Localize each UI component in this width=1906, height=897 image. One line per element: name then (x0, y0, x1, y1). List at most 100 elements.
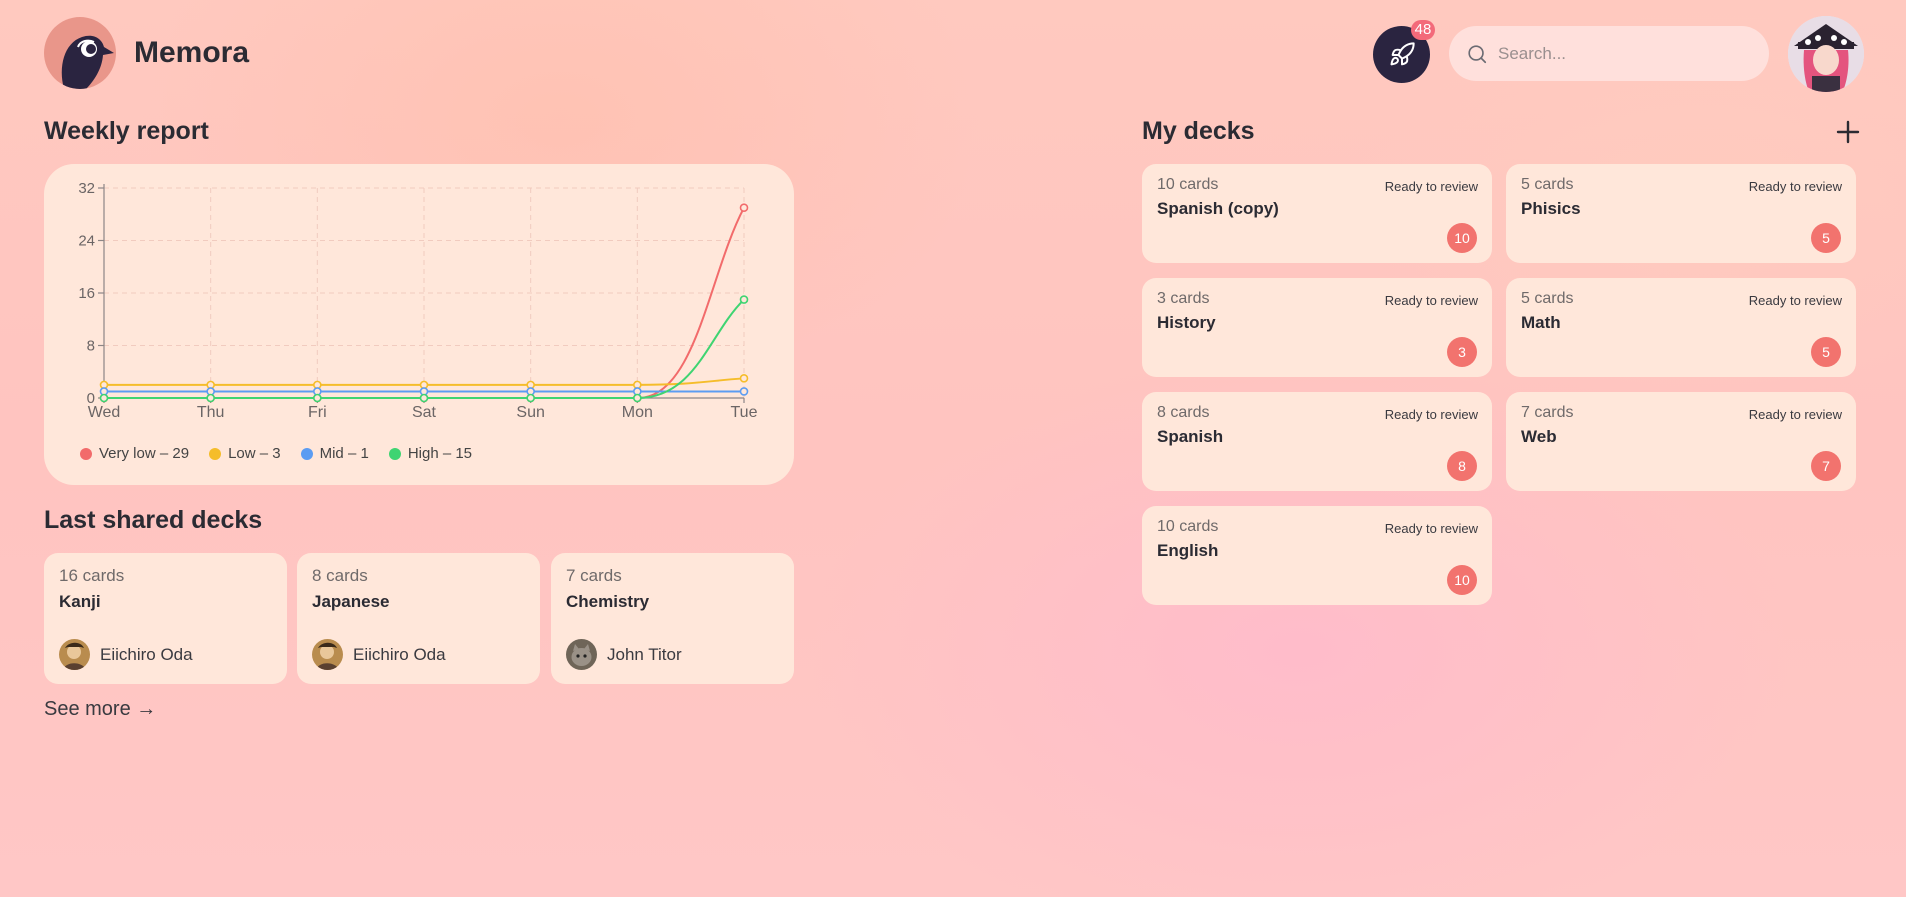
weekly-report-title: Weekly report (44, 117, 209, 145)
due-count-badge: 10 (1447, 223, 1477, 253)
deck-card[interactable]: 8 cards Ready to review Spanish 8 (1142, 392, 1492, 491)
shared-deck-card[interactable]: 8 cards Japanese Eiichiro Oda (297, 553, 540, 684)
review-status: Ready to review (1748, 179, 1842, 194)
deck-owner: John Titor (566, 639, 682, 670)
data-point (419, 393, 429, 403)
data-point (526, 393, 535, 403)
deck-name: English (1157, 541, 1219, 560)
rocket-icon (1390, 41, 1415, 65)
weekly-report-chart: 0 8 16 24 32 Wed Thu Fri Sat Sun Mon Tue Very low –… (44, 164, 794, 485)
bird-logo-icon (61, 35, 114, 89)
deck-owner: Eiichiro Oda (59, 639, 193, 670)
legend-dot (300, 447, 313, 460)
card-count: 10 cards (1157, 518, 1219, 535)
x-tick-label: Sun (516, 404, 544, 421)
review-status: Ready to review (1748, 407, 1842, 422)
owner-name: Eiichiro Oda (353, 644, 446, 664)
y-tick-label: 24 (78, 233, 95, 250)
deck-card[interactable]: 3 cards Ready to review History 3 (1142, 278, 1492, 377)
card-count: 5 cards (1521, 290, 1574, 307)
legend-label: High – 15 (407, 445, 473, 462)
legend-label: Low – 3 (228, 445, 281, 462)
x-tick-label: Wed (88, 404, 121, 421)
legend-label: Very low – 29 (99, 445, 190, 462)
review-status: Ready to review (1748, 293, 1842, 308)
app-name: Memora (134, 36, 250, 69)
y-tick-label: 8 (87, 338, 95, 355)
deck-name: Spanish (1157, 427, 1224, 446)
deck-name: Japanese (312, 592, 390, 611)
deck-name: Kanji (59, 592, 101, 611)
see-more-link[interactable]: See more → (44, 698, 157, 720)
shared-deck-card[interactable]: 7 cards Chemistry John Titor (551, 553, 794, 684)
x-tick-label: Tue (731, 404, 758, 421)
data-point (739, 374, 749, 383)
plus-icon (1836, 120, 1860, 144)
deck-card[interactable]: 10 cards Ready to review Spanish (copy) … (1142, 164, 1492, 263)
card-count: 8 cards (312, 566, 368, 585)
search-icon (1468, 44, 1487, 63)
deck-name: Web (1521, 427, 1557, 446)
legend-dot (209, 447, 222, 460)
line-chart: 0 8 16 24 32 Wed Thu Fri Sat Sun Mon Tue (78, 180, 758, 421)
owner-photo-icon (312, 639, 343, 670)
deck-owner: Eiichiro Oda (312, 639, 446, 670)
data-point (99, 393, 109, 403)
shared-deck-card[interactable]: 16 cards Kanji Eiichiro Oda (44, 553, 287, 684)
x-tick-label: Sat (412, 404, 437, 421)
due-count-badge: 10 (1447, 565, 1477, 595)
due-count-badge: 5 (1811, 223, 1841, 253)
deck-name: Phisics (1521, 199, 1581, 218)
deck-name: Spanish (copy) (1157, 199, 1279, 218)
deck-name: Math (1521, 313, 1561, 332)
review-status: Ready to review (1384, 521, 1478, 536)
card-count: 7 cards (566, 566, 622, 585)
deck-name: Chemistry (566, 592, 650, 611)
legend-dot (80, 447, 92, 460)
deck-card[interactable]: 7 cards Ready to review Web 7 (1506, 392, 1856, 491)
data-point (313, 393, 322, 403)
owner-avatar (312, 639, 343, 670)
owner-cat-photo-icon (566, 639, 597, 670)
review-status: Ready to review (1384, 179, 1478, 194)
card-count: 10 cards (1157, 176, 1219, 193)
last-shared-title: Last shared decks (44, 506, 263, 534)
search-input[interactable] (1498, 43, 1758, 64)
chart-legend: Very low – 29 Low – 3 Mid – 1 High – 15 (80, 445, 472, 462)
memora-logo[interactable] (44, 17, 116, 89)
y-tick-label: 16 (78, 285, 95, 302)
user-avatar-image (1788, 16, 1864, 92)
legend-item: Very low – 29 (80, 445, 189, 462)
my-decks-title: My decks (1142, 117, 1255, 145)
x-tick-label: Thu (197, 404, 225, 421)
owner-photo-icon (59, 639, 90, 670)
legend-item: High – 15 (388, 445, 473, 462)
deck-card[interactable]: 5 cards Ready to review Math 5 (1506, 278, 1856, 377)
owner-avatar (59, 639, 90, 670)
data-point (633, 393, 642, 403)
deck-card[interactable]: 10 cards Ready to review English 10 (1142, 506, 1492, 605)
due-count-badge: 7 (1811, 451, 1841, 481)
card-count: 16 cards (59, 566, 125, 585)
y-tick-label: 32 (78, 180, 95, 197)
deck-card[interactable]: 5 cards Ready to review Phisics 5 (1506, 164, 1856, 263)
data-point (739, 295, 749, 304)
legend-item: Mid – 1 (300, 445, 369, 462)
user-avatar[interactable] (1788, 16, 1864, 92)
notification-badge: 48 (1411, 20, 1435, 40)
review-status: Ready to review (1384, 293, 1478, 308)
owner-name: Eiichiro Oda (100, 644, 193, 664)
search-bar[interactable] (1449, 26, 1769, 81)
y-tick-label: 0 (87, 390, 95, 407)
card-count: 8 cards (1157, 404, 1210, 421)
add-deck-button[interactable] (1832, 116, 1864, 148)
x-tick-label: Mon (622, 404, 653, 421)
deck-name: History (1157, 313, 1216, 332)
data-point (739, 203, 749, 212)
top-bar: Memora 48 (0, 0, 1906, 108)
data-point (739, 387, 749, 396)
due-count-badge: 3 (1447, 337, 1477, 367)
card-count: 3 cards (1157, 290, 1210, 307)
owner-avatar (566, 639, 597, 670)
due-count-badge: 5 (1811, 337, 1841, 367)
